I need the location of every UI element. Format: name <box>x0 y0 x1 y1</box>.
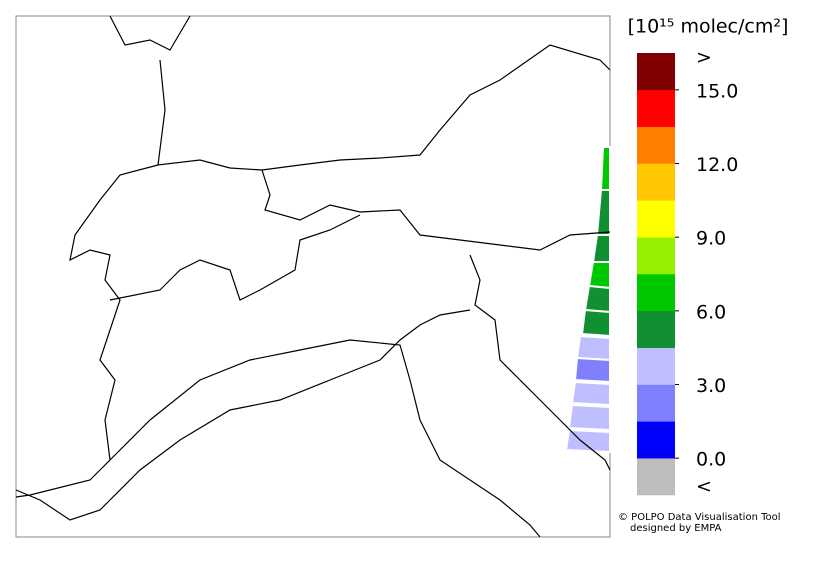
credit-line: designed by EMPA <box>630 523 722 534</box>
colorbar-segment <box>637 200 675 238</box>
colorbar-tick-label: 12.0 <box>696 154 738 176</box>
colorbar: 0.0 3.0 6.0 9.0 12.0 15.0 > < <box>637 47 738 498</box>
colorbar-tick-label: 15.0 <box>696 80 738 102</box>
colorbar-tick-label: 0.0 <box>696 449 726 471</box>
colorbar-segment <box>637 53 675 91</box>
colorbar-over-label: > <box>696 47 712 69</box>
borders <box>15 15 611 538</box>
credit-line: © POLPO Data Visualisation Tool <box>618 512 781 523</box>
colorbar-segment <box>637 163 675 201</box>
colorbar-title: [10¹⁵ molec/cm²] <box>628 16 789 38</box>
colorbar-segment <box>637 310 675 348</box>
colorbar-segment <box>637 237 675 275</box>
colorbar-segment <box>637 421 675 459</box>
colorbar-segment <box>637 458 675 496</box>
colorbar-under-label: < <box>696 476 712 498</box>
colorbar-segment <box>637 347 675 385</box>
data-swath <box>564 146 611 454</box>
colorbar-segment <box>637 126 675 164</box>
colorbar-tick-label: 3.0 <box>696 375 726 397</box>
colorbar-segment <box>637 384 675 422</box>
colorbar-segment <box>637 274 675 312</box>
colorbar-segment <box>637 89 675 127</box>
map-frame <box>15 15 611 538</box>
colorbar-tick-label: 9.0 <box>696 228 726 250</box>
colorbar-tick-label: 6.0 <box>696 301 726 323</box>
